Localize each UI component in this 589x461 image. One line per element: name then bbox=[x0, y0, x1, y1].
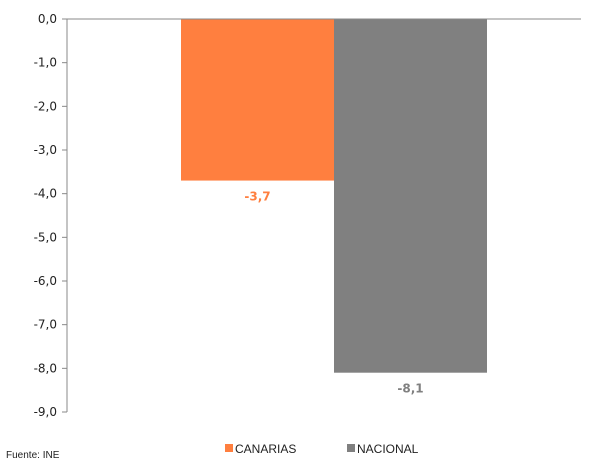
legend-swatch-canarias bbox=[225, 444, 233, 452]
y-tick-label: -2,0 bbox=[34, 99, 57, 113]
y-tick-label: 0,0 bbox=[38, 12, 57, 26]
legend-label-nacional: NACIONAL bbox=[357, 442, 419, 456]
legend-label-canarias: CANARIAS bbox=[235, 442, 296, 456]
legend: CANARIAS NACIONAL bbox=[225, 442, 419, 456]
y-tick-label: -1,0 bbox=[34, 56, 57, 70]
y-axis-ticks: 0,0 -1,0 -2,0 -3,0 -4,0 -5,0 -6,0 -7,0 -8,0 -9,0 bbox=[34, 12, 67, 419]
data-labels: -3,7 -8,1 bbox=[244, 190, 423, 396]
bar-nacional bbox=[334, 19, 487, 373]
bars bbox=[181, 19, 487, 373]
bar-canarias bbox=[181, 19, 334, 181]
source-note: Fuente: INE bbox=[6, 450, 60, 461]
legend-swatch-nacional bbox=[347, 444, 355, 452]
y-tick-label: -7,0 bbox=[34, 318, 57, 332]
y-tick-label: -9,0 bbox=[34, 405, 57, 419]
data-label-canarias: -3,7 bbox=[244, 190, 270, 204]
y-tick-label: -4,0 bbox=[34, 187, 57, 201]
data-label-nacional: -8,1 bbox=[397, 382, 423, 396]
y-tick-label: -8,0 bbox=[34, 361, 57, 375]
y-tick-label: -3,0 bbox=[34, 143, 57, 157]
y-tick-label: -6,0 bbox=[34, 274, 57, 288]
y-tick-label: -5,0 bbox=[34, 230, 57, 244]
